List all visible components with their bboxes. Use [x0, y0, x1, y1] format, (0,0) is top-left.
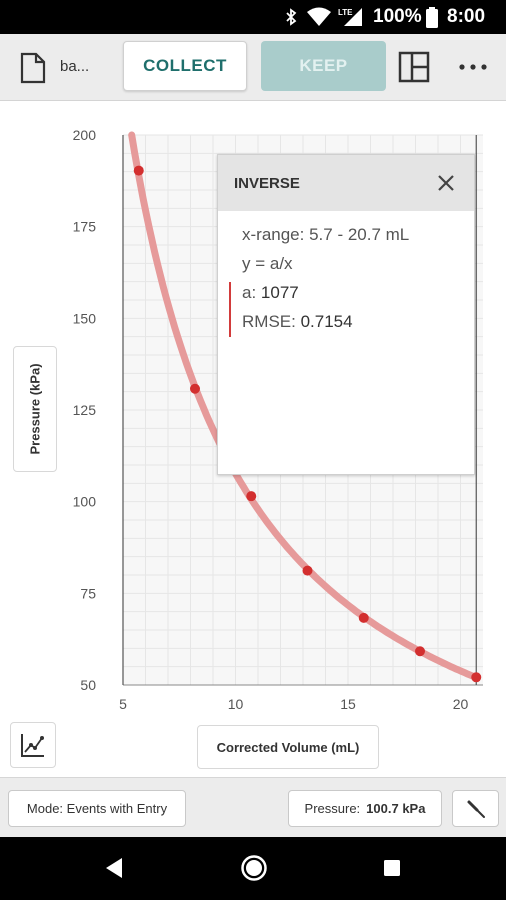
more-icon[interactable]: [458, 63, 488, 71]
y-tick-label: 200: [73, 127, 97, 143]
sensor-label: Pressure:: [304, 801, 361, 816]
battery-icon: [426, 7, 438, 28]
mode-button[interactable]: Mode: Events with Entry: [8, 790, 186, 827]
sensor-value: 100.7 kPa: [366, 801, 426, 816]
layout-icon[interactable]: [398, 51, 430, 83]
data-point: [358, 612, 369, 623]
fit-x-range: x-range: 5.7 - 20.7 mL: [242, 225, 410, 244]
y-tick-label: 175: [73, 219, 97, 235]
sensor-meter-button[interactable]: Pressure: 100.7 kPa: [288, 790, 442, 827]
fit-rmse: RMSE: 0.7154: [242, 312, 353, 332]
data-point: [415, 646, 425, 657]
recents-icon[interactable]: [383, 859, 401, 877]
data-point: [471, 672, 482, 683]
graph-tools-button[interactable]: [10, 722, 56, 768]
battery-percent: 100%: [373, 6, 422, 27]
graph-tools-icon: [21, 734, 44, 757]
signal-icon: LTE: [338, 8, 362, 26]
bottom-bar: Mode: Events with Entry Pressure: 100.7 …: [0, 777, 506, 838]
x-axis-label-button[interactable]: Corrected Volume (mL): [197, 725, 379, 769]
fit-param-a: a: 1077: [242, 283, 299, 303]
document-icon[interactable]: [20, 52, 46, 84]
wifi-icon: [307, 7, 331, 26]
collect-button[interactable]: COLLECT: [123, 41, 247, 91]
curve-fit-panel: INVERSE x-range: 5.7 - 20.7 mL y = a/x a…: [217, 154, 475, 475]
y-tick-label: 50: [80, 677, 96, 693]
network-type: LTE: [338, 8, 353, 17]
data-point: [302, 565, 313, 576]
bluetooth-icon: [286, 8, 297, 26]
x-tick-label: 15: [340, 696, 356, 712]
y-tick-label: 150: [73, 310, 97, 326]
home-icon[interactable]: [240, 854, 268, 882]
x-tick-label: 20: [453, 696, 469, 712]
probe-icon: [467, 800, 485, 818]
data-point: [133, 165, 144, 176]
fit-param-value: 1077: [260, 283, 299, 302]
curve-fit-header: INVERSE: [218, 155, 474, 211]
status-bar: LTE 100% 8:00: [0, 0, 506, 34]
back-icon[interactable]: [104, 857, 124, 879]
fit-rmse-label: RMSE:: [242, 312, 301, 331]
y-axis-label: Pressure (kPa): [27, 363, 43, 455]
fit-param-label: a:: [242, 283, 261, 302]
curve-fit-title: INVERSE: [234, 175, 300, 192]
data-point: [190, 383, 200, 394]
keep-button[interactable]: KEEP: [261, 41, 386, 91]
fit-equation: y = a/x: [242, 254, 293, 273]
fit-rmse-value: 0.7154: [300, 312, 353, 331]
x-tick-label: 10: [228, 696, 244, 712]
data-point: [246, 491, 257, 502]
x-tick-label: 5: [119, 696, 127, 712]
toolbar: ba... COLLECT KEEP: [0, 34, 506, 101]
y-tick-label: 125: [73, 402, 97, 418]
fit-color-indicator: [229, 282, 231, 337]
clock: 8:00: [447, 6, 486, 27]
y-tick-label: 100: [73, 494, 97, 510]
file-name[interactable]: ba...: [60, 58, 90, 75]
system-nav-bar: [0, 837, 506, 900]
probe-button[interactable]: [452, 790, 499, 827]
close-icon[interactable]: [432, 169, 460, 197]
y-axis-label-button[interactable]: Pressure (kPa): [13, 346, 57, 472]
y-tick-label: 75: [80, 585, 96, 601]
